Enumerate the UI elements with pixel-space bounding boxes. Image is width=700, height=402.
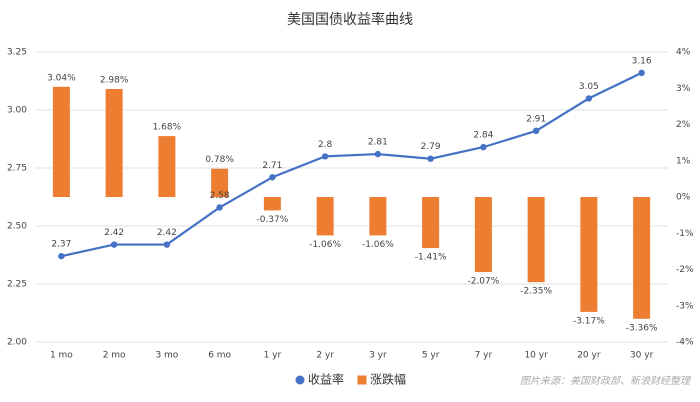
bar-value-label: -3.36%: [626, 323, 658, 333]
y2-tick-label: 3%: [676, 84, 691, 94]
y-tick-label: 3.25: [7, 48, 27, 58]
bar: [263, 197, 281, 211]
y-tick-label: 3.00: [7, 106, 27, 116]
line-marker: [480, 143, 487, 151]
x-tick-label: 30 yr: [630, 351, 654, 361]
bar-value-label: -0.37%: [256, 215, 288, 225]
bar-value-label: -1.06%: [362, 240, 394, 250]
line-value-label: 2.42: [104, 228, 124, 238]
legend-label: 收益率: [308, 372, 344, 387]
y2-tick-label: 0%: [676, 193, 691, 203]
bar-value-label: -2.35%: [520, 287, 552, 297]
line-marker: [216, 204, 223, 211]
bar-value-label: -3.17%: [573, 316, 605, 326]
y-tick-label: 2.00: [7, 338, 27, 348]
x-tick-label: 3 yr: [369, 351, 387, 361]
x-tick-label: 6 mo: [208, 351, 231, 361]
legend-marker: [357, 375, 367, 385]
bar-value-label: 3.04%: [47, 73, 76, 83]
bar: [105, 88, 123, 197]
bar: [52, 86, 70, 197]
bar-value-label: 0.78%: [205, 155, 234, 165]
bar-value-label: -1.41%: [415, 253, 447, 263]
line-value-label: 2.8: [318, 140, 333, 150]
line-marker: [163, 241, 171, 248]
bar: [369, 197, 387, 236]
line-value-label: 2.81: [368, 138, 388, 148]
line-value-label: 2.58: [210, 191, 230, 201]
y2-tick-label: -2%: [676, 265, 694, 275]
y2-tick-label: 2%: [676, 120, 691, 130]
source-note: 图片来源：美国财政部、新浪财经整理: [520, 375, 692, 387]
x-tick-label: 2 mo: [103, 351, 126, 361]
line-marker: [427, 155, 434, 162]
chart-title: 美国国债收益率曲线: [287, 11, 413, 28]
bar: [633, 197, 651, 319]
y2-tick-label: -1%: [676, 229, 694, 239]
x-tick-label: 1 yr: [264, 351, 282, 361]
bar: [211, 168, 229, 197]
y-tick-label: 2.50: [7, 222, 27, 232]
x-tick-label: 1 mo: [50, 351, 73, 361]
line-marker: [585, 95, 593, 102]
bar-value-label: -2.07%: [467, 277, 499, 287]
x-tick-label: 10 yr: [524, 351, 548, 361]
line-value-label: 2.37: [51, 240, 71, 250]
line-marker: [321, 153, 329, 160]
bar: [422, 197, 440, 249]
line-value-label: 3.16: [632, 56, 652, 66]
line-marker: [638, 69, 645, 77]
line-value-label: 2.91: [526, 114, 546, 124]
y2-tick-label: -3%: [676, 301, 694, 311]
y-tick-label: 2.75: [7, 164, 27, 174]
x-tick-label: 5 yr: [422, 351, 440, 361]
line-value-label: 2.42: [157, 228, 177, 238]
line: [61, 71, 643, 258]
legend-label: 涨跌幅: [370, 372, 406, 387]
legend-marker: [295, 375, 305, 385]
line-marker: [110, 241, 118, 248]
y2-tick-label: 1%: [676, 156, 691, 166]
y2-tick-label: 4%: [676, 48, 691, 58]
line-marker: [374, 150, 382, 158]
line-marker: [532, 127, 540, 135]
x-tick-label: 7 yr: [475, 351, 493, 361]
line-value-label: 2.79: [421, 142, 441, 152]
line-marker: [269, 174, 276, 181]
x-tick-label: 20 yr: [577, 351, 601, 361]
bar: [527, 197, 545, 283]
bar: [316, 197, 334, 236]
line-value-label: 2.84: [473, 131, 493, 141]
bar: [158, 136, 176, 197]
y2-tick-label: -4%: [676, 338, 694, 348]
line-value-label: 3.05: [579, 82, 599, 92]
bar-value-label: 2.98%: [100, 75, 129, 85]
bar: [580, 197, 598, 312]
y-tick-label: 2.25: [7, 280, 27, 290]
x-tick-label: 2 yr: [316, 351, 334, 361]
bar-value-label: -1.06%: [309, 240, 341, 250]
x-tick-label: 3 mo: [155, 351, 178, 361]
bar-value-label: 1.68%: [153, 123, 182, 133]
bar: [474, 197, 492, 273]
line-value-label: 2.71: [262, 161, 282, 171]
line-marker: [58, 252, 65, 260]
